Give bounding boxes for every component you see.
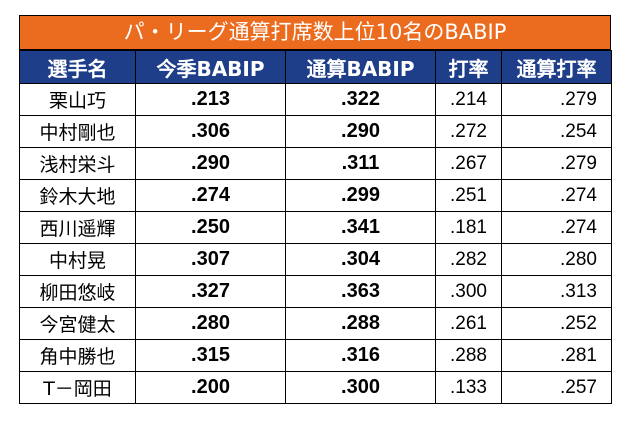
table-row: 中村剛也 .306 .290 .272 .254 (19, 115, 612, 148)
career-avg: .252 (501, 307, 612, 340)
table-title: パ・リーグ通算打席数上位10名のBABIP (19, 15, 611, 50)
player-name: 角中勝也 (19, 339, 136, 372)
table-row: 柳田悠岐 .327 .363 .300 .313 (19, 275, 612, 308)
batting-avg: .261 (435, 307, 502, 340)
header-season-babip: 今季BABIP (135, 50, 286, 84)
player-name: 柳田悠岐 (19, 275, 136, 308)
career-babip: .304 (285, 243, 436, 276)
player-name: 鈴木大地 (19, 179, 136, 212)
career-babip: .288 (285, 307, 436, 340)
career-avg: .313 (501, 275, 612, 308)
player-name: 中村晃 (19, 243, 136, 276)
batting-avg: .272 (435, 115, 502, 148)
batting-avg: .251 (435, 179, 502, 212)
batting-avg: .282 (435, 243, 502, 276)
batting-avg: .133 (435, 371, 502, 404)
player-name: 中村剛也 (19, 115, 136, 148)
season-babip: .315 (135, 339, 286, 372)
batting-avg: .300 (435, 275, 502, 308)
player-name: T－岡田 (19, 371, 136, 404)
player-name: 今宮健太 (19, 307, 136, 340)
table-row: 浅村栄斗 .290 .311 .267 .279 (19, 147, 612, 180)
header-batting-avg: 打率 (435, 50, 502, 84)
batting-avg: .288 (435, 339, 502, 372)
season-babip: .250 (135, 211, 286, 244)
season-babip: .290 (135, 147, 286, 180)
batting-avg: .214 (435, 83, 502, 116)
header-row: 選手名 今季BABIP 通算BABIP 打率 通算打率 (19, 50, 612, 84)
season-babip: .307 (135, 243, 286, 276)
batting-avg: .267 (435, 147, 502, 180)
season-babip: .213 (135, 83, 286, 116)
career-babip: .290 (285, 115, 436, 148)
career-avg: .274 (501, 211, 612, 244)
season-babip: .274 (135, 179, 286, 212)
table-row: 鈴木大地 .274 .299 .251 .274 (19, 179, 612, 212)
career-babip: .311 (285, 147, 436, 180)
career-babip: .300 (285, 371, 436, 404)
season-babip: .327 (135, 275, 286, 308)
career-babip: .316 (285, 339, 436, 372)
career-avg: .274 (501, 179, 612, 212)
career-avg: .254 (501, 115, 612, 148)
table-row: 栗山巧 .213 .322 .214 .279 (19, 83, 612, 116)
babip-table-container: パ・リーグ通算打席数上位10名のBABIP 選手名 今季BABIP 通算BABI… (19, 15, 612, 404)
batting-avg: .181 (435, 211, 502, 244)
header-career-avg: 通算打率 (501, 50, 612, 84)
table-row: 中村晃 .307 .304 .282 .280 (19, 243, 612, 276)
career-avg: .281 (501, 339, 612, 372)
season-babip: .200 (135, 371, 286, 404)
career-avg: .257 (501, 371, 612, 404)
player-name: 西川遥輝 (19, 211, 136, 244)
table-row: 西川遥輝 .250 .341 .181 .274 (19, 211, 612, 244)
season-babip: .306 (135, 115, 286, 148)
header-player-name: 選手名 (19, 50, 136, 84)
career-avg: .279 (501, 83, 612, 116)
babip-table: 選手名 今季BABIP 通算BABIP 打率 通算打率 栗山巧 .213 .32… (19, 50, 612, 404)
table-row: T－岡田 .200 .300 .133 .257 (19, 371, 612, 404)
table-row: 角中勝也 .315 .316 .288 .281 (19, 339, 612, 372)
career-babip: .299 (285, 179, 436, 212)
career-babip: .341 (285, 211, 436, 244)
header-career-babip: 通算BABIP (285, 50, 436, 84)
career-avg: .279 (501, 147, 612, 180)
player-name: 浅村栄斗 (19, 147, 136, 180)
career-avg: .280 (501, 243, 612, 276)
career-babip: .363 (285, 275, 436, 308)
player-name: 栗山巧 (19, 83, 136, 116)
career-babip: .322 (285, 83, 436, 116)
table-row: 今宮健太 .280 .288 .261 .252 (19, 307, 612, 340)
season-babip: .280 (135, 307, 286, 340)
